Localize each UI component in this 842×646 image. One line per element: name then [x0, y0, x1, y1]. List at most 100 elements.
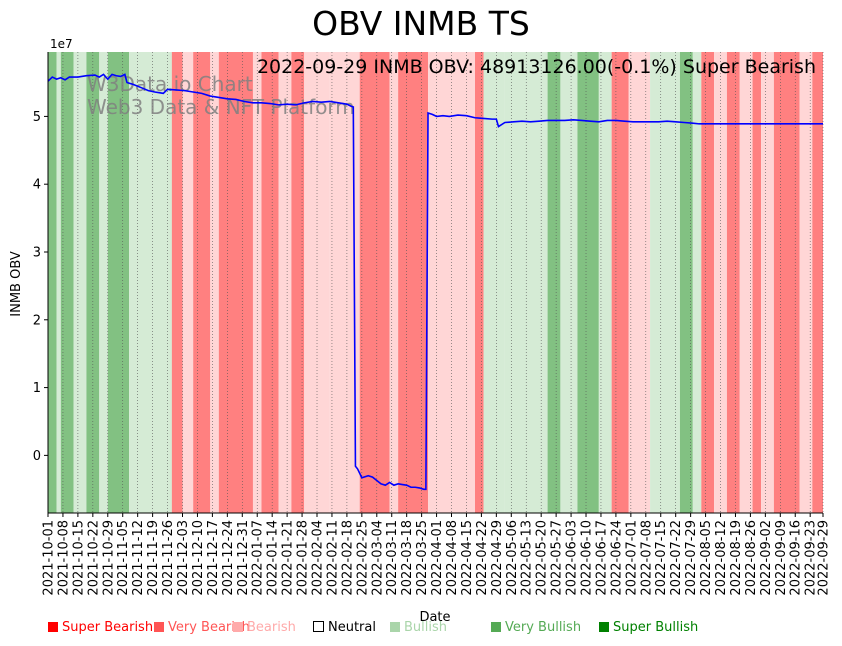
legend-item-neutral: Neutral: [313, 620, 376, 635]
x-tick-label-22: 2022-03-04: [370, 520, 385, 596]
legend-label: Very Bearish: [168, 620, 250, 635]
x-tick-label-21: 2022-02-25: [355, 520, 370, 596]
sentiment-bands: [48, 52, 823, 513]
x-tick-label-49: 2022-09-09: [774, 520, 789, 596]
x-tick-label-44: 2022-08-05: [699, 520, 714, 596]
x-tick-label-30: 2022-04-29: [490, 520, 505, 596]
legend-swatch: [154, 622, 164, 632]
band-32: [628, 52, 651, 513]
x-tick-label-23: 2022-03-11: [385, 520, 400, 596]
x-tick-label-15: 2022-01-14: [266, 520, 281, 596]
band-1: [56, 52, 61, 513]
band-15: [261, 52, 279, 513]
band-40: [752, 52, 762, 513]
x-tick-label-1: 2021-10-08: [56, 520, 71, 596]
band-29: [577, 52, 599, 513]
x-tick-label-9: 2021-12-03: [176, 520, 191, 596]
band-3: [73, 52, 87, 513]
x-tick-label-37: 2022-06-17: [594, 520, 609, 596]
x-tick-label-43: 2022-07-29: [684, 520, 699, 596]
x-tick-label-45: 2022-08-12: [714, 520, 729, 596]
legend-item-bullish: Bullish: [390, 620, 447, 635]
legend-swatch: [48, 622, 58, 632]
x-tick-label-39: 2022-07-01: [624, 520, 639, 596]
band-41: [761, 52, 774, 513]
legend-label: Bullish: [404, 620, 448, 635]
y-scale-label: 1e7: [50, 37, 73, 51]
band-5: [99, 52, 108, 513]
x-tick-label-6: 2021-11-12: [131, 520, 146, 596]
legend-label: Very Bullish: [505, 620, 582, 635]
y-tick-label-1: 1: [33, 381, 41, 396]
band-6: [107, 52, 130, 513]
x-tick-label-19: 2022-02-11: [325, 520, 340, 596]
legend-item-super-bearish: Super Bearish: [48, 620, 153, 635]
x-tick-label-2: 2021-10-15: [71, 520, 86, 596]
band-14: [252, 52, 262, 513]
y-tick-label-0: 0: [33, 449, 41, 464]
legend-label: Bearish: [247, 620, 296, 635]
chart-title: OBV INMB TS: [312, 4, 530, 43]
x-tick-label-51: 2022-09-23: [804, 520, 819, 596]
axes: [47, 52, 823, 514]
legend-item-bearish: Bearish: [233, 620, 296, 635]
x-tick-label-24: 2022-03-18: [400, 520, 415, 596]
band-33: [650, 52, 680, 513]
x-tick-label-40: 2022-07-08: [639, 520, 654, 596]
y-tick-label-4: 4: [33, 178, 41, 193]
x-ticks: 2021-10-01 2021-10-08 2021-10-15 2021-10-22…: [42, 513, 832, 596]
x-tick-label-8: 2021-11-26: [161, 520, 176, 596]
legend-label: Super Bullish: [613, 620, 699, 635]
x-tick-label-27: 2022-04-08: [445, 520, 460, 596]
x-tick-label-38: 2022-06-24: [609, 520, 624, 596]
x-axis-label: Date: [419, 610, 450, 625]
x-tick-label-14: 2022-01-07: [251, 520, 266, 596]
x-tick-label-16: 2022-01-21: [281, 520, 296, 596]
x-tick-label-10: 2021-12-10: [191, 520, 206, 596]
x-tick-label-31: 2022-05-06: [505, 520, 520, 596]
legend-item-very-bullish: Very Bullish: [491, 620, 581, 635]
y-tick-label-5: 5: [33, 110, 41, 125]
band-17: [291, 52, 305, 513]
x-tick-label-20: 2022-02-18: [340, 520, 355, 596]
x-tick-label-0: 2021-10-01: [42, 520, 57, 596]
band-10: [182, 52, 194, 513]
x-tick-label-28: 2022-04-15: [460, 520, 475, 596]
x-tick-label-35: 2022-06-03: [565, 520, 580, 596]
band-36: [701, 52, 715, 513]
legend-item-very-bearish: Very Bearish: [154, 620, 250, 635]
x-tick-label-52: 2022-09-29: [817, 520, 832, 596]
x-tick-label-48: 2022-09-02: [759, 520, 774, 596]
band-34: [679, 52, 693, 513]
x-tick-label-36: 2022-06-10: [580, 520, 595, 596]
x-tick-label-50: 2022-09-16: [789, 520, 804, 596]
band-8: [150, 52, 172, 513]
watermark: W3Data.io Chart Web3 Data & NFT Platform: [87, 72, 355, 119]
band-16: [278, 52, 292, 513]
x-tick-label-3: 2021-10-22: [86, 520, 101, 596]
x-tick-label-13: 2021-12-31: [236, 520, 251, 596]
legend-label: Neutral: [328, 620, 376, 635]
obv-series-line: [47, 73, 823, 491]
legend-swatch: [313, 621, 324, 632]
x-tick-label-17: 2022-01-28: [296, 520, 311, 596]
band-7: [129, 52, 151, 513]
band-20: [359, 52, 390, 513]
y-axis-label: INMB OBV: [9, 251, 24, 317]
legend-swatch: [390, 622, 400, 632]
x-tick-label-4: 2021-10-29: [101, 520, 116, 596]
x-tick-label-29: 2022-04-22: [475, 520, 490, 596]
band-43: [799, 52, 813, 513]
legend-swatch: [491, 622, 501, 632]
legend-label: Super Bearish: [62, 620, 154, 635]
x-tick-label-26: 2022-04-01: [430, 520, 445, 596]
band-9: [171, 52, 183, 513]
legend-swatch: [599, 622, 609, 632]
x-tick-label-11: 2021-12-17: [206, 520, 221, 596]
x-tick-label-32: 2022-05-13: [520, 520, 535, 596]
band-30: [598, 52, 612, 513]
band-27: [547, 52, 561, 513]
band-35: [692, 52, 702, 513]
x-tick-label-42: 2022-07-22: [669, 520, 684, 596]
band-21: [389, 52, 399, 513]
